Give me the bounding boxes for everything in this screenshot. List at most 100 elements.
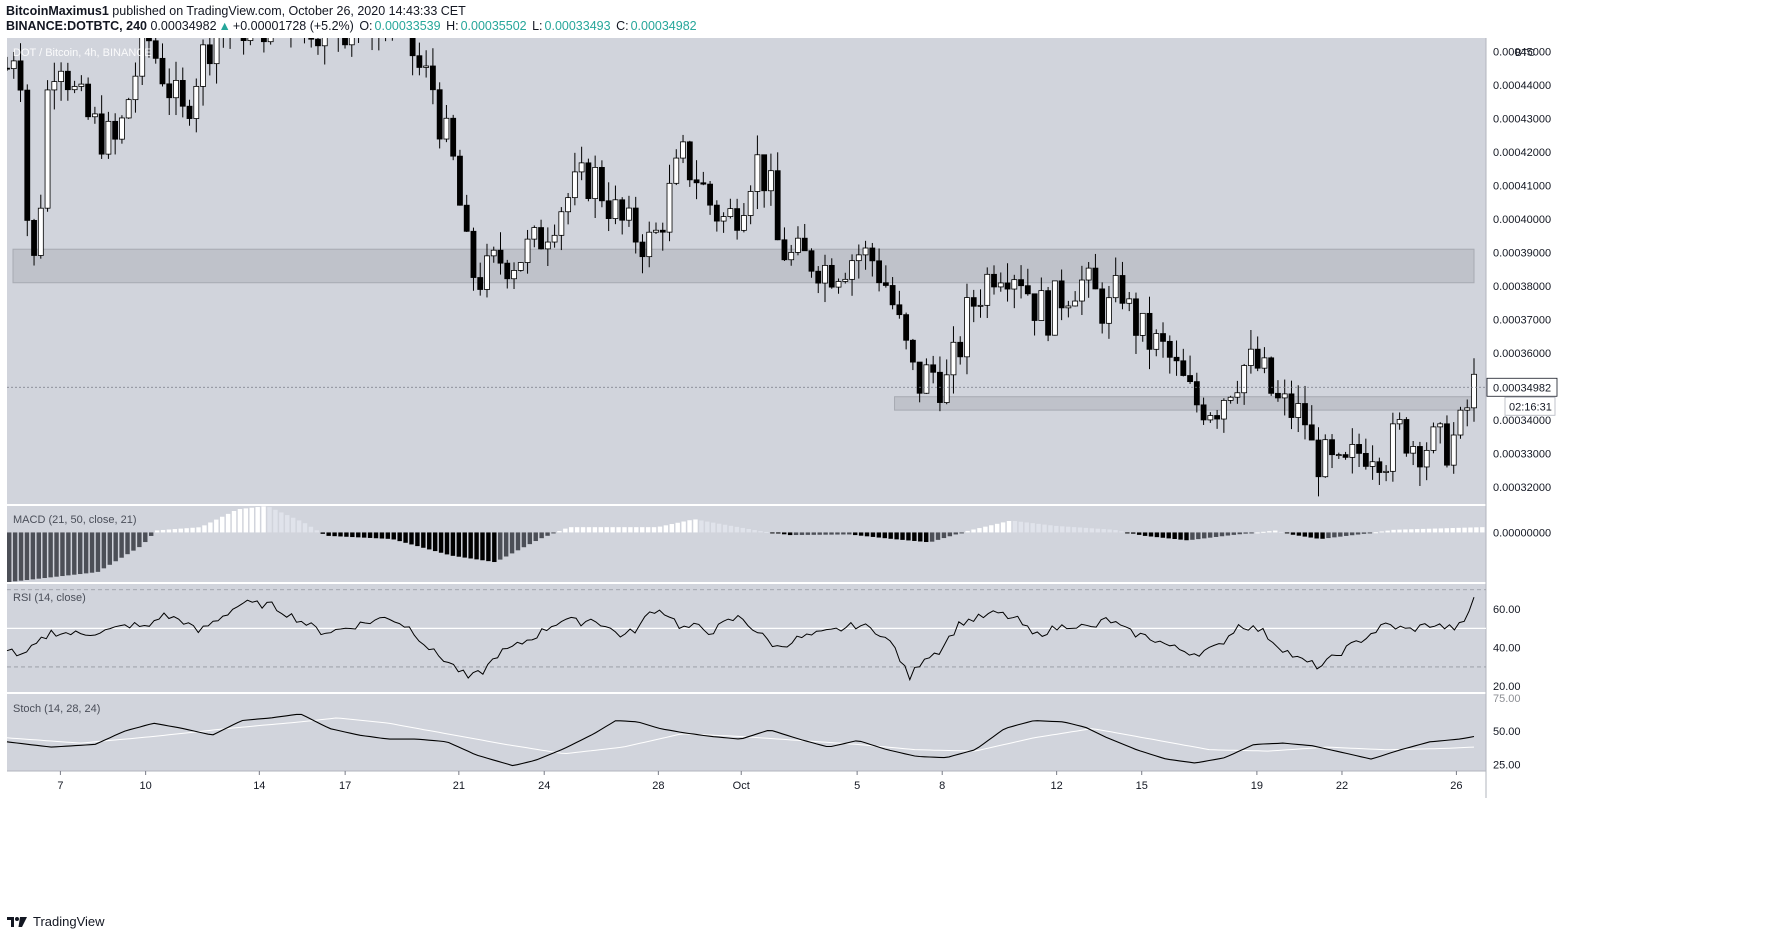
last-price-tag-label: 0.00034982 xyxy=(1493,382,1551,394)
macd-bar xyxy=(285,515,290,533)
candle-up xyxy=(1383,470,1390,473)
price-tick-label: 0.00034000 xyxy=(1493,415,1551,427)
macd-bar xyxy=(947,532,953,537)
macd-bar xyxy=(1160,532,1166,538)
candle-down xyxy=(504,262,511,280)
stoch-k-line xyxy=(6,713,1475,767)
macd-bar xyxy=(1397,529,1402,533)
candle-down xyxy=(409,38,416,57)
macd-bar xyxy=(651,527,657,533)
macd-bar xyxy=(965,530,970,533)
candle-down xyxy=(1403,419,1410,454)
candle-down xyxy=(882,282,889,286)
macd-bar xyxy=(166,529,172,533)
macd-bar xyxy=(994,523,1000,533)
macd-bar xyxy=(72,532,77,575)
candle-down xyxy=(970,297,977,307)
macd-bar xyxy=(1438,528,1444,533)
macd-bar xyxy=(823,532,828,535)
macd-bar xyxy=(1302,532,1308,537)
macd-bar xyxy=(645,527,651,533)
macd-bar xyxy=(1450,528,1455,533)
macd-bar xyxy=(935,532,941,540)
macd-bar xyxy=(1030,523,1035,533)
macd-bar xyxy=(604,527,609,533)
candle-up xyxy=(720,216,727,222)
candle-up xyxy=(923,364,930,394)
candle-up xyxy=(795,237,801,253)
candle-up xyxy=(1423,449,1430,468)
macd-bar xyxy=(1172,532,1177,540)
macd-bar xyxy=(12,532,18,582)
candle-down xyxy=(781,239,788,261)
macd-bar xyxy=(1273,530,1278,533)
macd-bar xyxy=(1107,529,1112,533)
candle-up xyxy=(666,182,673,233)
macd-bar xyxy=(622,527,627,533)
candle-down xyxy=(497,249,504,264)
tradingview-footer[interactable]: TradingView xyxy=(6,914,105,929)
candle-up xyxy=(71,86,78,91)
candle-down xyxy=(619,199,626,221)
price-tick-label: 0.00041000 xyxy=(1493,181,1551,193)
candle-up xyxy=(1450,434,1457,466)
published-text: published on TradingView.com, October 26… xyxy=(108,4,466,18)
candle-down xyxy=(1275,392,1281,399)
macd-bar xyxy=(326,532,331,536)
rsi-tick-label: 60.00 xyxy=(1493,604,1521,616)
macd-bar xyxy=(1178,532,1183,540)
macd-bar xyxy=(569,527,574,533)
candle-down xyxy=(1173,356,1180,362)
macd-bar xyxy=(787,532,793,536)
macd-bar xyxy=(1290,532,1296,535)
candle-up xyxy=(592,167,599,199)
author-name[interactable]: BitcoinMaximus1 xyxy=(6,4,109,18)
candle-down xyxy=(869,247,876,262)
candle-up xyxy=(1369,461,1376,467)
candle-up xyxy=(139,38,146,77)
candle-down xyxy=(828,264,835,288)
candle-down xyxy=(605,200,612,219)
candle-up xyxy=(673,157,680,184)
macd-bar xyxy=(1131,532,1136,534)
candle-up xyxy=(740,215,747,231)
candle-up xyxy=(1220,399,1227,420)
macd-bar xyxy=(959,532,964,534)
candle-up xyxy=(1281,393,1288,399)
candle-up xyxy=(443,117,450,140)
macd-bar xyxy=(634,527,639,533)
time-tick-label: 17 xyxy=(339,780,351,792)
macd-bar xyxy=(580,527,586,533)
candle-down xyxy=(903,314,910,341)
macd-bar xyxy=(1444,528,1450,533)
candle-down xyxy=(774,170,781,241)
time-tick-label: Oct xyxy=(733,780,750,792)
macd-bar xyxy=(864,532,870,537)
macd-tick-label: 0.00000000 xyxy=(1493,527,1551,539)
candle-down xyxy=(98,113,105,155)
macd-bar xyxy=(1249,532,1254,534)
candle-down xyxy=(477,277,484,290)
candle-up xyxy=(1464,407,1471,411)
macd-bar xyxy=(409,532,414,545)
macd-bar xyxy=(906,532,911,541)
macd-bar xyxy=(805,532,811,535)
macd-bar xyxy=(1089,528,1095,533)
candle-down xyxy=(1315,439,1322,478)
candle-down xyxy=(761,154,768,192)
candle-down xyxy=(7,67,10,70)
candle-down xyxy=(1146,312,1153,350)
candle-down xyxy=(179,80,186,107)
macd-bar xyxy=(1379,531,1384,533)
candle-down xyxy=(24,89,31,221)
macd-bar xyxy=(379,532,385,539)
macd-bar xyxy=(1225,532,1231,536)
macd-bar xyxy=(101,532,107,569)
candle-up xyxy=(91,113,98,118)
candle-up xyxy=(531,227,538,240)
candle-down xyxy=(991,273,997,288)
candle-down xyxy=(159,57,166,85)
open-label: O: xyxy=(359,19,373,33)
candle-up xyxy=(1234,392,1241,398)
